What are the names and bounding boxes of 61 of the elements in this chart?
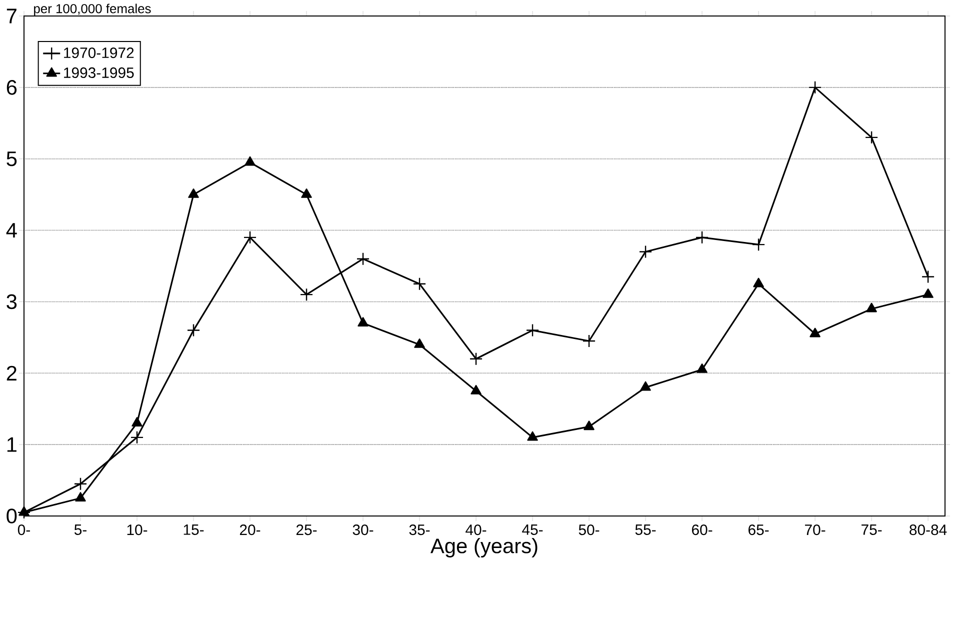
x-tick-label: 60-	[692, 524, 712, 536]
y-tick-label: 4	[6, 223, 17, 238]
point	[527, 431, 538, 441]
point	[186, 324, 200, 337]
y-tick-label: 7	[6, 8, 16, 24]
point	[696, 363, 708, 373]
legend-label: 1993-1995	[64, 67, 134, 78]
x-tick-label: 65-	[748, 524, 769, 536]
point	[300, 288, 314, 302]
y-axis-title: per 100,000 females	[34, 4, 151, 16]
point	[130, 430, 144, 444]
y-tick-label: 0	[6, 508, 17, 524]
x-tick-label: 45-	[522, 524, 543, 535]
point	[75, 492, 86, 502]
y-tick-label: 6	[6, 80, 17, 95]
x-tick-label: 30-	[352, 524, 374, 536]
x-tick-label: 20-	[240, 524, 260, 536]
y-tick-label: 3	[6, 294, 17, 310]
point	[638, 245, 652, 258]
point	[469, 352, 483, 366]
x-tick-label: 55-	[635, 524, 656, 535]
point	[753, 278, 764, 288]
point	[582, 334, 596, 348]
point	[356, 252, 370, 266]
point	[584, 420, 594, 430]
point	[921, 270, 935, 284]
y-tick-label: 2	[6, 366, 16, 380]
point	[412, 277, 426, 290]
point	[695, 230, 709, 244]
point	[810, 328, 820, 338]
x-tick-label: 10-	[127, 524, 148, 536]
point	[470, 384, 482, 394]
x-tick-label: 80-84	[910, 524, 947, 536]
x-tick-label: 70-	[805, 524, 826, 536]
point	[866, 302, 877, 312]
point	[358, 317, 368, 326]
x-tick-label: 0-	[18, 524, 30, 536]
point	[243, 230, 257, 244]
point	[188, 188, 199, 198]
point	[526, 324, 540, 337]
x-tick-label: 75-	[862, 524, 882, 535]
y-tick-label: 1	[7, 437, 16, 452]
x-tick-label: 25-	[296, 524, 317, 536]
point	[132, 417, 142, 426]
point	[922, 288, 934, 298]
point	[74, 477, 88, 490]
point	[640, 381, 651, 391]
point	[864, 130, 878, 144]
point	[752, 238, 766, 252]
point	[301, 188, 312, 198]
x-tick-label: 35-	[409, 524, 430, 536]
legend-label: 1970-1972	[64, 47, 134, 58]
x-tick-label: 50-	[578, 524, 600, 536]
point	[808, 80, 822, 94]
y-tick-label: 5	[6, 152, 17, 166]
x-tick-label: 5-	[74, 524, 86, 535]
point	[414, 338, 425, 348]
x-tick-label: 40-	[466, 524, 486, 536]
point	[244, 156, 256, 166]
x-axis-title: Age (years)	[430, 538, 538, 558]
x-tick-label: 15-	[184, 524, 204, 535]
